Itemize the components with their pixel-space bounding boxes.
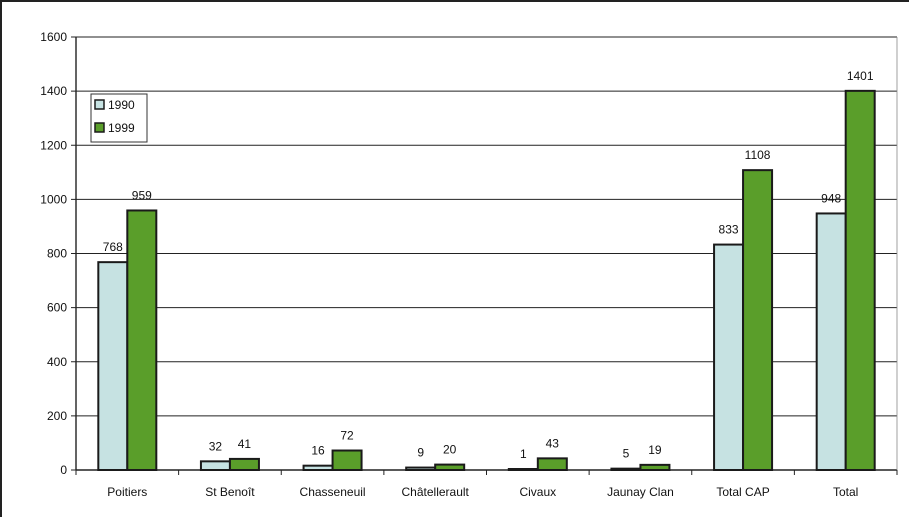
bar-1999 (536, 457, 568, 472)
bar-1990 (97, 261, 129, 471)
x-tick-label: Total CAP (716, 485, 769, 499)
data-label: 5 (623, 447, 630, 461)
data-label: 16 (311, 444, 325, 458)
legend-label: 1999 (108, 121, 135, 135)
y-tick-label: 800 (47, 247, 67, 261)
y-tick-label: 1000 (40, 192, 67, 206)
data-label: 959 (132, 188, 152, 202)
data-labels: 768 959 32 41 16 72 9 20 1 43 5 19 833 1108 948 1401 (103, 69, 874, 461)
x-tick-label: Châtellerault (402, 485, 470, 499)
legend: 1990 1999 (90, 93, 148, 143)
data-label: 20 (443, 443, 457, 457)
bar-1999 (844, 89, 876, 472)
axes (71, 36, 898, 475)
x-tick-label: Chasseneuil (300, 485, 366, 499)
y-tick-labels: 0 200 400 600 800 1000 1200 1400 1600 (40, 30, 67, 477)
bar-1999 (434, 463, 466, 471)
x-tick-label: St Benoît (205, 485, 255, 499)
data-label: 32 (209, 439, 223, 453)
data-label: 833 (719, 223, 739, 237)
y-tick-label: 1400 (40, 84, 67, 98)
x-tick-label: Total (833, 485, 858, 499)
data-label: 19 (648, 443, 662, 457)
y-tick-label: 1600 (40, 30, 67, 44)
data-label: 72 (340, 429, 354, 443)
bar-1990 (713, 243, 745, 471)
data-label: 41 (238, 437, 252, 451)
data-label: 948 (821, 191, 841, 205)
x-tick-label: Jaunay Clan (607, 485, 674, 499)
data-label: 9 (417, 446, 424, 460)
bar-1999 (126, 209, 158, 472)
bar-1999 (742, 169, 774, 472)
y-tick-label: 600 (47, 301, 67, 315)
data-label: 768 (103, 240, 123, 254)
bar-1990 (405, 466, 437, 471)
bar-1990 (302, 464, 334, 472)
gridlines (76, 36, 897, 417)
bar-1990 (610, 467, 642, 472)
y-tick-label: 200 (47, 409, 67, 423)
bar-1990 (507, 468, 539, 471)
bars (97, 89, 876, 472)
data-label: 1108 (745, 148, 771, 162)
bar-1990 (199, 460, 231, 471)
data-label: 43 (546, 436, 560, 450)
x-tick-label: Poitiers (107, 485, 147, 499)
x-tick-label: Civaux (519, 485, 556, 499)
bar-1999 (228, 457, 260, 472)
y-tick-label: 400 (47, 355, 67, 369)
x-tick-labels: Poitiers St Benoît Chasseneuil Châtelleraul… (107, 485, 858, 499)
y-tick-label: 0 (60, 463, 67, 477)
legend-swatch (94, 122, 105, 133)
y-tick-label: 1200 (40, 138, 67, 152)
data-label: 1 (520, 447, 527, 461)
legend-swatch (94, 99, 105, 110)
data-label: 1401 (847, 69, 874, 83)
bar-1990 (815, 212, 847, 471)
bar-1999 (331, 449, 363, 472)
legend-label: 1990 (108, 98, 135, 112)
bar-1999 (639, 463, 671, 471)
